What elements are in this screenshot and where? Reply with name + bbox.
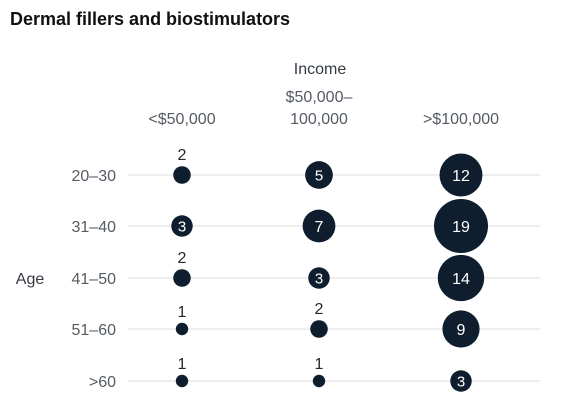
y-tick-label: 51–60	[72, 322, 117, 339]
y-tick-label: >60	[89, 374, 116, 391]
bubble	[450, 370, 472, 392]
data-label: 14	[452, 271, 470, 288]
data-label: 2	[315, 301, 324, 318]
y-tick-label: 20–30	[72, 168, 117, 185]
bubble	[173, 166, 191, 184]
y-tick-label: 31–40	[72, 219, 117, 236]
bubble	[310, 320, 328, 338]
data-label: 1	[178, 356, 187, 373]
x-tick-labels: <$50,000 $50,000– 100,000 >$100,000	[148, 89, 499, 128]
x-tick-label: >$100,000	[423, 111, 499, 128]
y-tick-labels: 20–30 31–40 41–50 51–60 >60	[72, 168, 117, 391]
bubble	[437, 254, 485, 302]
data-label: 5	[315, 167, 323, 184]
x-tick-label: $50,000–	[286, 89, 353, 106]
bubble	[175, 374, 189, 388]
bubble	[308, 267, 330, 289]
bubble	[439, 153, 483, 197]
data-label: 9	[457, 322, 466, 339]
bubble	[302, 209, 336, 243]
data-label: 12	[452, 168, 470, 185]
bubble	[442, 310, 480, 348]
x-axis-title: Income	[294, 61, 347, 78]
bubble	[173, 269, 191, 287]
y-axis-title: Age	[16, 271, 45, 288]
data-label: 1	[315, 356, 324, 373]
y-tick-label: 41–50	[72, 271, 117, 288]
bubble	[434, 199, 488, 253]
data-label: 19	[452, 219, 470, 236]
bubble	[175, 322, 189, 336]
bubble	[312, 374, 326, 388]
chart-title: Dermal fillers and biostimulators	[10, 9, 291, 29]
data-label: 1	[178, 304, 187, 321]
data-label: 7	[315, 219, 324, 236]
bubble	[171, 215, 193, 237]
bubble	[305, 161, 333, 189]
x-tick-label: <$50,000	[148, 111, 215, 128]
data-label: 3	[315, 270, 323, 287]
data-label: 2	[178, 147, 187, 164]
data-label: 3	[178, 218, 186, 235]
data-label: 2	[178, 250, 187, 267]
data-label: 3	[457, 373, 465, 390]
x-tick-label: 100,000	[290, 111, 348, 128]
